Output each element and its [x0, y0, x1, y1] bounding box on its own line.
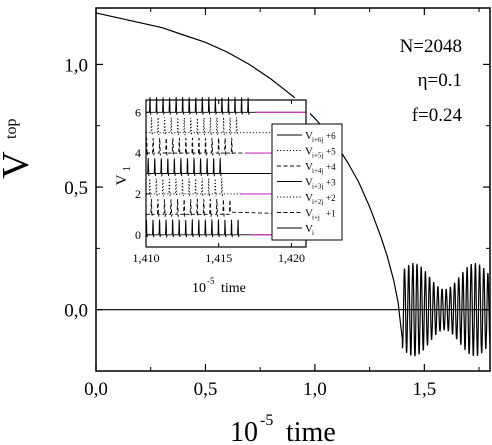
inset-legend-sub: i+4j	[312, 167, 323, 175]
inset-legend-sub: i	[312, 229, 314, 237]
x-axis-label-text: time	[286, 417, 336, 445]
inset-series-line	[146, 117, 306, 137]
x-tick-label: 1,0	[303, 379, 327, 400]
inset-legend-sub: i+3j	[312, 183, 323, 191]
inset-legend-suffix: +2	[326, 193, 336, 203]
inset-legend-sub: i+2j	[312, 198, 323, 206]
inset-y-tick-label: 4	[135, 146, 141, 160]
inset-series-line	[146, 197, 307, 218]
inset-legend-v: V	[305, 130, 313, 142]
x-tick-label: 0,5	[194, 379, 218, 400]
y-tick-label: 0,0	[64, 301, 88, 322]
y-tick-label: 1,0	[64, 55, 88, 76]
inset-series-line	[146, 156, 306, 178]
x-axis-label: 10 -5 time	[230, 412, 336, 445]
inset-x-axis-label: 10 -5 time	[192, 276, 246, 296]
inset-legend-sub: i+5j	[312, 152, 323, 160]
inset-y-axis-label-sub: 1	[122, 166, 133, 171]
inset-x-axis-label-prefix: 10	[192, 281, 206, 296]
vtop-series-line	[95, 12, 491, 357]
inset-legend-suffix: +4	[326, 162, 336, 172]
y-axis-label: V top	[0, 119, 37, 179]
inset-legend-suffix: +1	[326, 209, 336, 219]
inset-x-tick-label: 1,420	[278, 251, 305, 265]
inset-series-line	[145, 218, 306, 239]
annotation-label: f=0.24	[412, 105, 463, 126]
inset-legend-v: V	[305, 146, 313, 158]
inset-y-axis-label-main: V	[114, 174, 130, 185]
inset-legend-sub: i+j	[312, 214, 320, 222]
y-axis-label-main: V	[0, 151, 37, 179]
x-tick-label: 1,5	[412, 379, 436, 400]
inset-legend-v: V	[305, 192, 313, 204]
y-tick-label: 0,5	[64, 178, 88, 199]
x-axis-label-exponent: -5	[260, 412, 273, 429]
main-tick-labels: 0,0 0,5 1,0 1,5 0,0 0,5 1,0	[64, 55, 436, 400]
inset-legend-v: V	[305, 208, 313, 220]
inset-legend-suffix: +6	[326, 131, 336, 141]
inset-y-tick-label: 2	[135, 187, 141, 201]
main-plot: 0,00,51,01,50,00,51,0 V top 10 -5 time N…	[0, 7, 491, 445]
inset-legend-suffix: +3	[326, 178, 336, 188]
inset-legend-v: V	[305, 161, 313, 173]
y-axis-label-sub: top	[3, 119, 20, 139]
inset-x-tick-label: 1,410	[133, 251, 160, 265]
inset-legend-v: V	[305, 177, 313, 189]
inset-ticks	[145, 100, 292, 247]
x-tick-label: 0,0	[84, 379, 108, 400]
parameter-annotations: N=2048 η=0.1 f=0.24	[400, 36, 463, 126]
inset-series-line	[146, 178, 306, 198]
x-axis-label-prefix: 10	[230, 417, 258, 445]
annotation-label: η=0.1	[418, 70, 462, 91]
main-plot-frame	[95, 7, 491, 372]
inset-legend-suffix: +5	[326, 147, 336, 157]
annotation-label: N=2048	[400, 36, 462, 57]
inset-x-tick-label: 1,415	[205, 251, 232, 265]
inset-y-tick-label: 0	[135, 228, 141, 242]
inset-tick-labels: 1,410 1,415 1,420 0 2 4 6	[133, 105, 305, 265]
inset-legend-sub: i+6j	[312, 136, 323, 144]
inset-x-axis-label-exponent: -5	[207, 276, 215, 286]
inset-series-line	[146, 96, 306, 116]
inset-legend-v: V	[305, 223, 313, 235]
inset-y-tick-label: 6	[135, 105, 141, 119]
inset-y-axis-label: V 1	[114, 166, 133, 185]
inset-x-axis-label-text: time	[221, 281, 246, 296]
